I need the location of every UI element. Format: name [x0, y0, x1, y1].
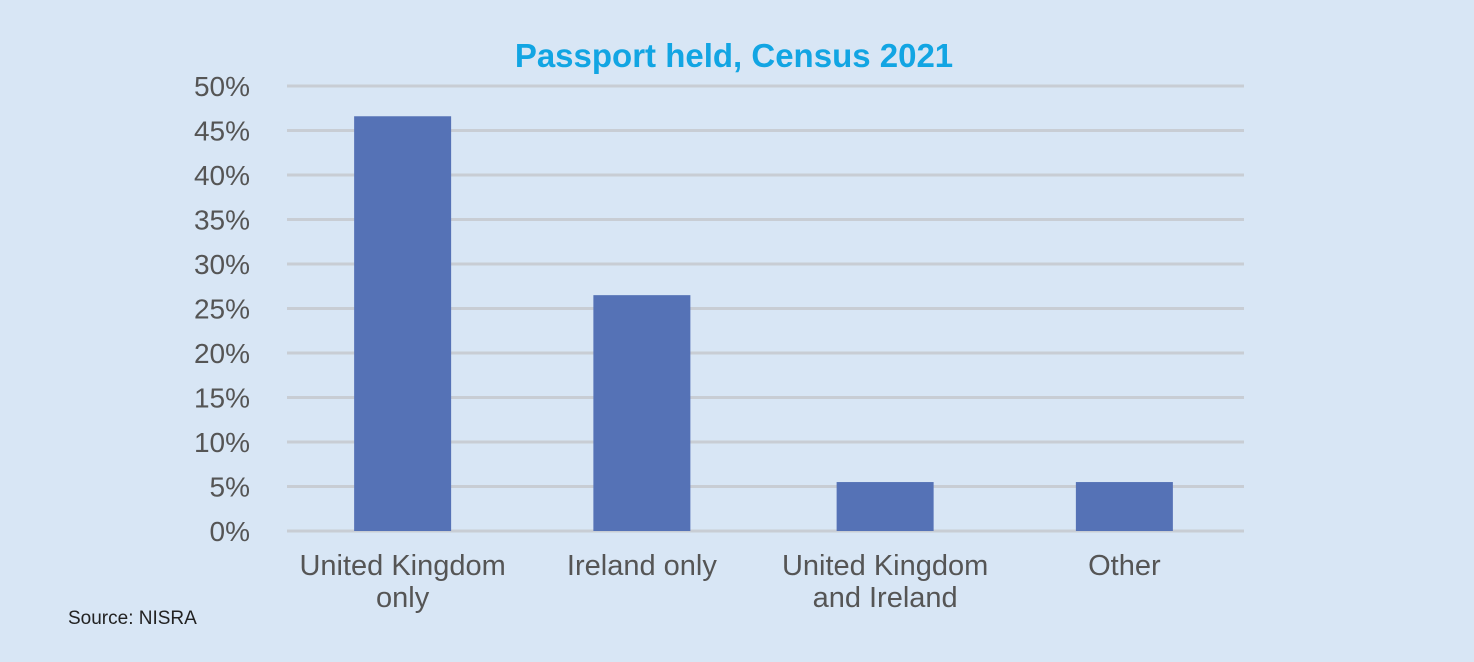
- bar: [354, 116, 452, 531]
- bar: [593, 295, 691, 531]
- x-tick-label: United Kingdom and Ireland: [782, 550, 988, 614]
- y-tick-label: 0%: [210, 516, 250, 547]
- x-tick-label: Other: [1088, 550, 1161, 582]
- bars: [354, 116, 1173, 531]
- y-tick-label: 10%: [194, 427, 250, 458]
- y-tick-label: 25%: [194, 294, 250, 325]
- y-tick-label: 50%: [194, 71, 250, 102]
- y-tick-label: 15%: [194, 383, 250, 414]
- y-axis-ticks: 0% 5% 10% 15% 20% 25% 30% 35% 40% 45% 50%: [194, 71, 250, 547]
- y-tick-label: 30%: [194, 249, 250, 280]
- bar: [836, 482, 934, 531]
- x-axis-ticks: United Kingdom only Ireland only United Kin…: [299, 550, 1161, 614]
- y-tick-label: 5%: [210, 472, 250, 503]
- x-tick-label: United Kingdom only: [299, 550, 505, 614]
- source-note: Source: NISRA: [68, 608, 197, 629]
- chart-title: Passport held, Census 2021: [515, 37, 953, 74]
- y-tick-label: 40%: [194, 160, 250, 191]
- y-tick-label: 20%: [194, 338, 250, 369]
- y-tick-label: 45%: [194, 116, 250, 147]
- bar: [1075, 482, 1173, 531]
- x-tick-label: Ireland only: [567, 550, 717, 582]
- y-tick-label: 35%: [194, 205, 250, 236]
